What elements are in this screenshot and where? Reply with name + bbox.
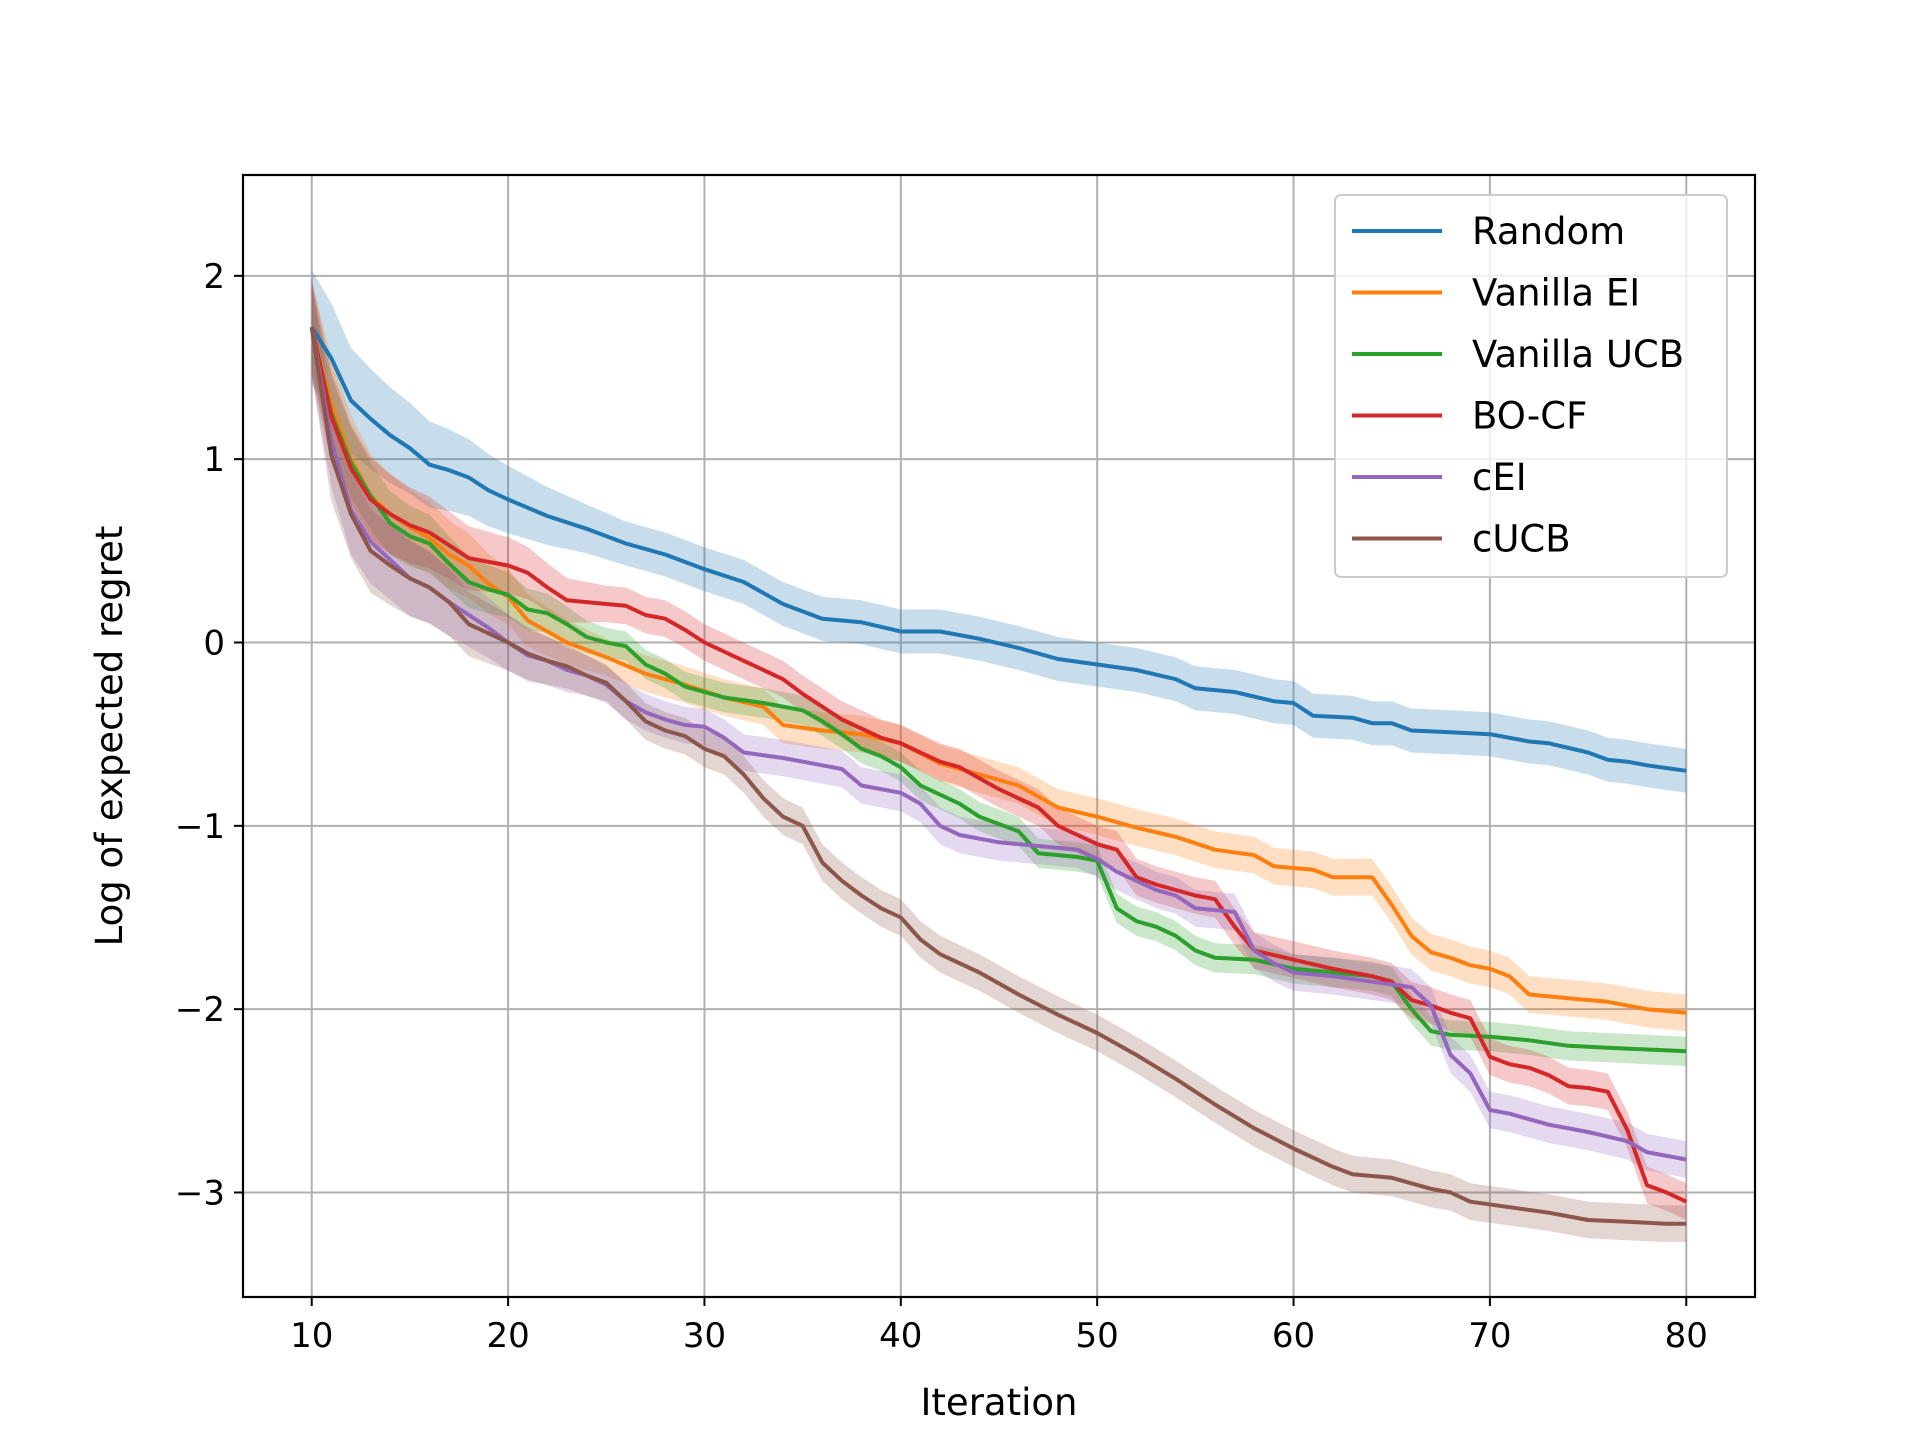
cei-line bbox=[309, 326, 1687, 1162]
vanilla-ei-confidence-band bbox=[311, 279, 1687, 1032]
plot-frame bbox=[241, 173, 1757, 1299]
random-confidence-band bbox=[311, 270, 1687, 793]
series-lines bbox=[309, 326, 1688, 1226]
axis-ticks: 10 20 30 40 50 60 70 80 −3 −2 −1 0 1 2 bbox=[175, 257, 1708, 1356]
legend-label-random: Random bbox=[1472, 210, 1625, 253]
y-axis-label: Log of expected regret bbox=[88, 526, 131, 947]
x-tick-label: 50 bbox=[1076, 1316, 1119, 1356]
y-tick-label: 0 bbox=[203, 624, 225, 664]
cucb-line bbox=[309, 326, 1687, 1226]
legend-label-cucb: cUCB bbox=[1472, 518, 1571, 561]
y-tick-label: 1 bbox=[203, 440, 225, 480]
x-tick-label: 40 bbox=[879, 1316, 922, 1356]
legend-label-cei: cEI bbox=[1472, 456, 1527, 499]
x-axis-label: Iteration bbox=[921, 1381, 1078, 1424]
confidence-bands bbox=[311, 270, 1687, 1242]
x-tick-label: 30 bbox=[683, 1316, 726, 1356]
x-tick-label: 60 bbox=[1272, 1316, 1315, 1356]
x-tick-label: 20 bbox=[486, 1316, 529, 1356]
bo-cf-confidence-band bbox=[311, 279, 1687, 1220]
y-tick-label: −2 bbox=[175, 990, 225, 1030]
x-tick-label: 10 bbox=[290, 1316, 333, 1356]
legend-label-bo-cf: BO-CF bbox=[1472, 395, 1587, 438]
y-tick-label: −3 bbox=[175, 1174, 225, 1214]
legend-label-vanilla-ei: Vanilla EI bbox=[1472, 272, 1640, 315]
y-tick-label: −1 bbox=[175, 807, 225, 847]
x-tick-label: 80 bbox=[1665, 1316, 1708, 1356]
bo-cf-line bbox=[309, 326, 1688, 1204]
legend: Random Vanilla EI Vanilla UCB BO-CF cEI cUCB bbox=[1334, 194, 1728, 578]
random-line bbox=[310, 326, 1687, 773]
y-tick-label: 2 bbox=[203, 257, 225, 297]
x-tick-label: 70 bbox=[1468, 1316, 1511, 1356]
legend-label-vanilla-ucb: Vanilla UCB bbox=[1472, 333, 1684, 376]
